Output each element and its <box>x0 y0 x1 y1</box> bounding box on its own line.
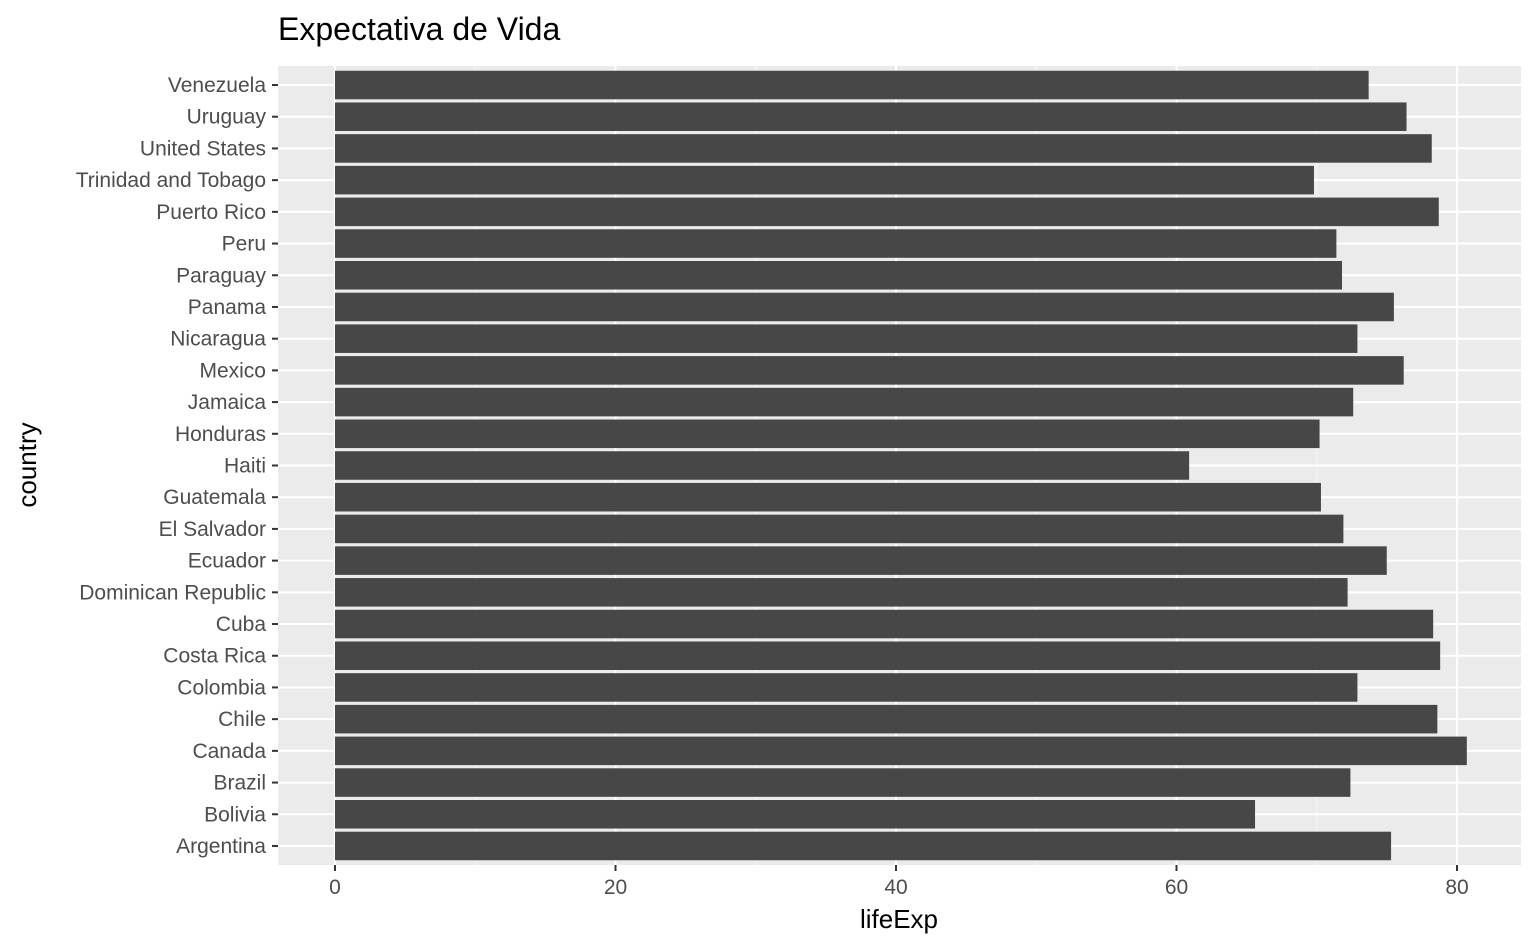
x-tick-label: 80 <box>1445 876 1468 899</box>
bar-guatemala <box>335 482 1321 512</box>
y-tick-label: Brazil <box>213 772 266 795</box>
bar-paraguay <box>335 260 1342 290</box>
bar-costa-rica <box>335 641 1441 671</box>
bar-panama <box>335 292 1394 322</box>
y-tick-label: Argentina <box>176 835 266 858</box>
y-tick-label: Haiti <box>224 455 266 478</box>
bar-brazil <box>335 768 1351 797</box>
y-tick-label: Panama <box>188 296 267 319</box>
bars <box>335 70 1467 861</box>
y-tick-label: El Salvador <box>159 518 266 541</box>
y-tick-label: Trinidad and Tobago <box>76 169 266 192</box>
y-tick-label: Colombia <box>177 676 266 699</box>
x-tick-label: 60 <box>1165 876 1188 899</box>
y-axis: Argentina Bolivia Brazil Canada Chile Colombi… <box>76 74 278 858</box>
y-tick-label: Paraguay <box>176 264 266 287</box>
x-tick-label: 20 <box>604 876 627 899</box>
bar-canada <box>335 736 1467 766</box>
bar-united-states <box>335 134 1432 163</box>
bar-uruguay <box>335 102 1407 131</box>
y-tick-label: Canada <box>192 740 266 763</box>
bar-el-salvador <box>335 514 1344 544</box>
x-axis-title: lifeExp <box>860 904 938 934</box>
y-tick-label: Ecuador <box>188 550 266 573</box>
bar-argentina <box>335 831 1392 861</box>
y-tick-label: Peru <box>222 233 266 256</box>
y-tick-label: Puerto Rico <box>156 201 266 224</box>
bar-haiti <box>335 451 1190 480</box>
y-tick-label: Chile <box>218 708 266 731</box>
bar-bolivia <box>335 800 1256 829</box>
y-tick-label: Cuba <box>216 613 267 636</box>
y-tick-label: Nicaragua <box>170 328 266 351</box>
x-tick-label: 0 <box>329 876 341 899</box>
bar-colombia <box>335 673 1358 702</box>
bar-ecuador <box>335 546 1387 575</box>
x-axis: 0 20 40 60 80 <box>329 865 1469 899</box>
y-tick-label: Uruguay <box>187 106 267 129</box>
y-axis-title: country <box>12 422 42 507</box>
y-tick-label: Jamaica <box>188 391 267 414</box>
y-tick-label: Honduras <box>175 423 266 446</box>
bar-dominican-republic <box>335 578 1348 607</box>
bar-cuba <box>335 609 1434 639</box>
bar-mexico <box>335 356 1404 385</box>
bar-venezuela <box>335 70 1369 100</box>
y-tick-label: Bolivia <box>204 803 266 826</box>
y-tick-label: Dominican Republic <box>79 581 266 604</box>
y-tick-label: Guatemala <box>163 486 266 509</box>
y-tick-label: Venezuela <box>168 74 266 97</box>
bar-puerto-rico <box>335 197 1439 227</box>
bar-honduras <box>335 419 1320 449</box>
bar-jamaica <box>335 387 1354 417</box>
chart-title: Expectativa de Vida <box>278 11 560 47</box>
bar-chile <box>335 704 1438 734</box>
bar-nicaragua <box>335 324 1358 353</box>
bar-trinidad-and-tobago <box>335 165 1314 195</box>
y-tick-label: Mexico <box>199 359 266 382</box>
y-tick-label: United States <box>140 137 266 160</box>
bar-peru <box>335 229 1337 258</box>
x-tick-label: 40 <box>884 876 907 899</box>
y-tick-label: Costa Rica <box>163 645 266 668</box>
